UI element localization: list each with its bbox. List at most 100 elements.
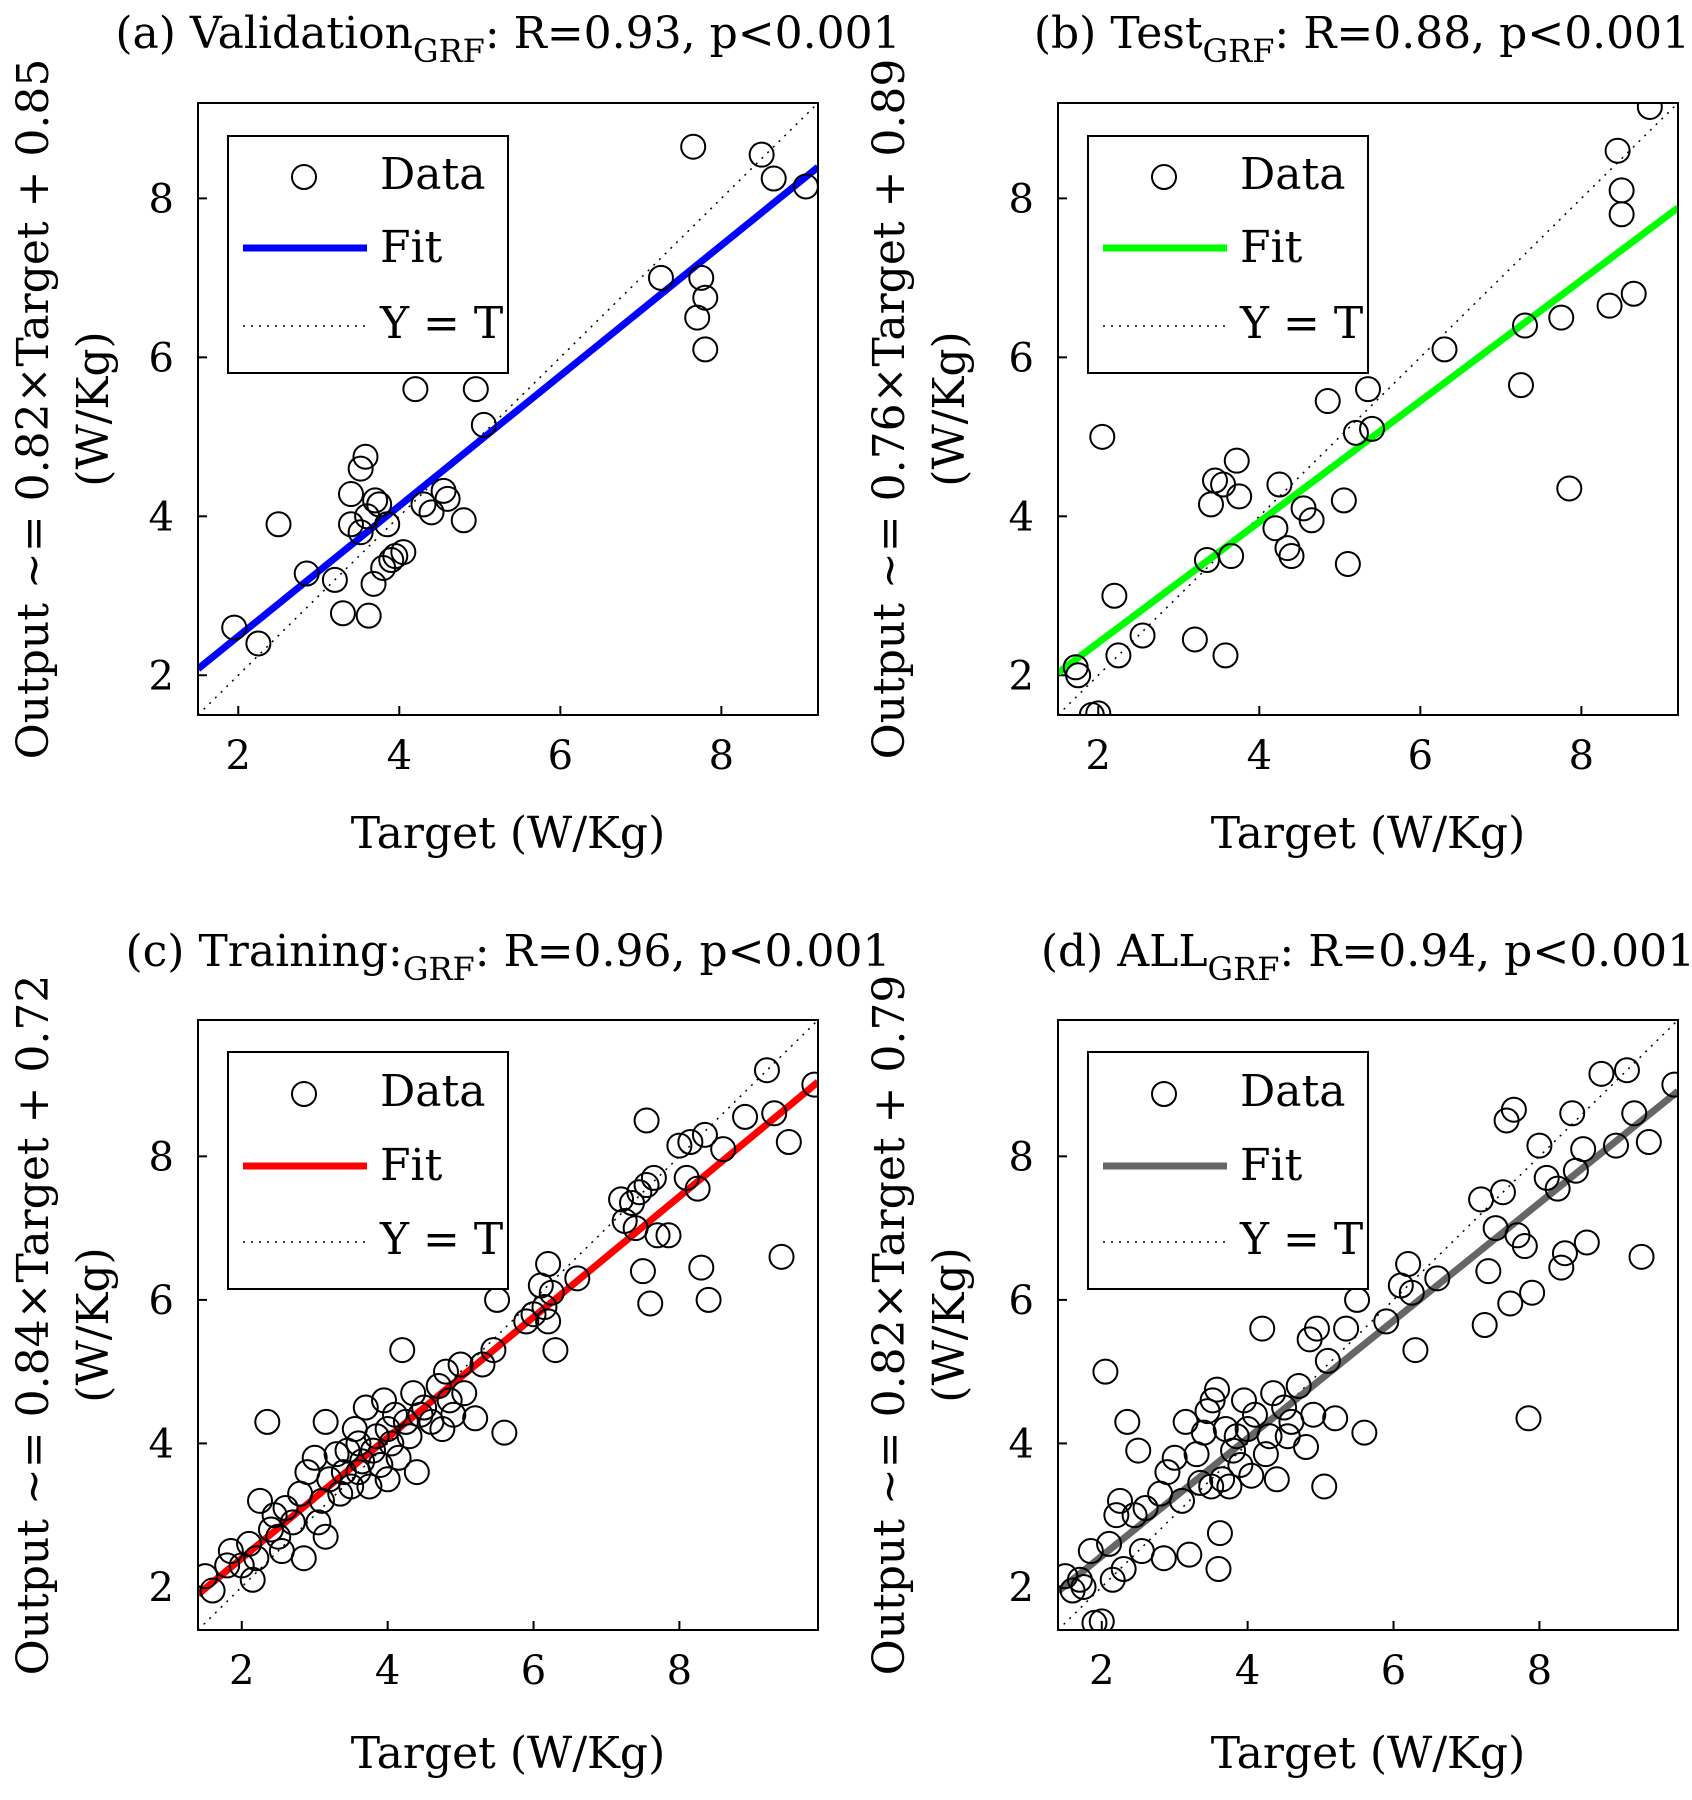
panel-d-data-point [1187, 1469, 1214, 1496]
panel-d-ytick-label: 2 [1009, 1565, 1034, 1611]
panel-d-data-point [1303, 1315, 1330, 1342]
panel-a-data-point [748, 141, 775, 168]
panel-d-data-point [1161, 1444, 1188, 1471]
panel-b-ylabel-line1: Output ~= 0.76×Target + 0.89 [864, 59, 915, 760]
panel-a-legend-data-label: Data [380, 149, 485, 200]
panel-c-ylabel-line1: Output ~= 0.84×Target + 0.72 [8, 975, 59, 1676]
panel-d-data-point [1176, 1541, 1203, 1568]
panel-d-data-point [1132, 1495, 1159, 1521]
panel-d-data-point [1204, 1376, 1231, 1403]
panel-b-data-point [1604, 137, 1631, 164]
panel-c-title-sub: GRF [403, 950, 475, 988]
panel-d-data-point [1154, 1459, 1181, 1486]
panel-d-data-point [1088, 1608, 1115, 1630]
panel-c-data-point [356, 1473, 383, 1500]
panel-c-fit-line [198, 1079, 818, 1598]
panel-b-xtick-label: 8 [1569, 733, 1594, 779]
panel-c-ylabel-line2: (W/Kg) [68, 1247, 119, 1402]
panel-b-title: (b) TestGRF: R=0.88, p<0.001 [1034, 8, 1690, 70]
panel-c-data-point [345, 1430, 372, 1457]
panel-d-legend-data-marker [1151, 1081, 1177, 1107]
panel-c-title-prefix: (c) Training: [126, 926, 403, 977]
panel-d-title-suffix: : R=0.94, p<0.001 [1279, 926, 1692, 977]
panel-a-data-point [680, 133, 707, 160]
panel-c-data-point [564, 1265, 591, 1292]
panel-c-plot: 2 4 6 8 2 4 6 8 [149, 1020, 818, 1694]
panel-b-data-point [1266, 471, 1293, 498]
panel-a-data-point [293, 560, 320, 587]
panel-a-identity-line [198, 103, 818, 715]
panel-c-data-point [608, 1186, 635, 1213]
panel-b-legend-data-marker [1151, 164, 1177, 190]
panel-d-data-point [1249, 1315, 1276, 1342]
panel-d-data-point [1183, 1441, 1210, 1468]
panel-a-data-point [355, 602, 382, 629]
panel-c-xtick-label: 6 [521, 1648, 546, 1694]
panel-d-data-point [1263, 1466, 1290, 1493]
panel-c-xtick-label: 8 [667, 1648, 692, 1694]
panel-d-data-point [1314, 1347, 1341, 1374]
panel-c-data-point [801, 1071, 818, 1098]
panel-d-data-point [1395, 1251, 1422, 1277]
panel-b-data-point [1620, 280, 1647, 307]
panel-d-data-point [1296, 1326, 1323, 1353]
panel-c-data-point [761, 1100, 788, 1127]
panel-d-data-point [1475, 1258, 1502, 1285]
panel-a-data-point [470, 411, 497, 438]
panel-c-legend-data-label: Data [380, 1066, 485, 1117]
panel-c-data-point [385, 1444, 412, 1471]
panel-d-data-point [1199, 1387, 1226, 1414]
panel-c-data-point [542, 1337, 569, 1364]
panel-c-title-suffix: : R=0.96, p<0.001 [475, 926, 891, 977]
panel-c-data-point [272, 1495, 299, 1521]
panel-a-legend-data-marker [291, 164, 317, 190]
panel-c-data-point [323, 1441, 350, 1468]
panel-b-xtick-label: 6 [1408, 733, 1433, 779]
panel-c-data-point [239, 1566, 266, 1593]
panel-d-data-point [1114, 1408, 1141, 1435]
panel-d-data-point [1497, 1290, 1524, 1317]
panel-c-data-point [531, 1294, 558, 1321]
panel-c-data-point [677, 1129, 704, 1155]
panel-b-ytick-label: 6 [1009, 335, 1034, 381]
panel-c-data-point [640, 1164, 667, 1191]
panel-a-data-point [688, 264, 715, 291]
panel-b-data-point [1065, 662, 1092, 689]
panel-c-axes-box [197, 1019, 819, 1631]
panel-a-data-point [321, 566, 348, 593]
panel-c-data-point [396, 1423, 423, 1450]
panel-b-data-point [1314, 388, 1341, 415]
panel-b-data-point [1262, 515, 1289, 542]
panel-c-data-point [290, 1545, 317, 1572]
panel-d-data-point [1333, 1315, 1360, 1342]
panel-c-xlabel: Target (W/Kg) [351, 1728, 666, 1779]
panel-a-data-point [402, 376, 429, 403]
panel-d-legend-data-label: Data [1240, 1066, 1345, 1117]
panel-a-ylabel: Output ~= 0.82×Target + 0.85 (W/Kg) [8, 59, 119, 760]
panel-a-data-point [692, 284, 719, 311]
panel-c-xtick-label: 4 [375, 1648, 400, 1694]
panel-d-data-point [1216, 1473, 1243, 1500]
panel-b-data-point [1181, 626, 1208, 653]
panel-d-data-point [1241, 1401, 1268, 1428]
panel-c-data-point [367, 1451, 394, 1478]
panel-d-data-point [1471, 1312, 1498, 1338]
panel-c-data-point [538, 1279, 565, 1306]
panel-d-data-point [1285, 1373, 1312, 1399]
panel-c-data-point [312, 1523, 339, 1550]
panel-d-data-point [1468, 1186, 1495, 1213]
panel-d-data-point [1274, 1423, 1301, 1450]
panel-c-data-point [214, 1552, 241, 1579]
panel-c-plot-area [198, 1020, 818, 1630]
panel-c: (c) Training:GRF: R=0.96, p<0.001 Output… [8, 926, 891, 1779]
panel-d-title-sub: GRF [1208, 950, 1280, 988]
panel-a-ylabel-line2: (W/Kg) [68, 331, 119, 486]
panel-b-ytick-label: 8 [1009, 176, 1034, 222]
panel-c-data-point [243, 1545, 270, 1572]
panel-d-title: (d) ALLGRF: R=0.94, p<0.001 [1041, 926, 1692, 988]
panel-d-data-point [1661, 1071, 1678, 1098]
panel-a: (a) ValidationGRF: R=0.93, p<0.001 Outpu… [8, 8, 901, 859]
panel-a-ytick-label: 8 [149, 176, 174, 222]
panel-c-legend-data-marker [291, 1081, 317, 1107]
panel-a-data-point [352, 443, 379, 470]
